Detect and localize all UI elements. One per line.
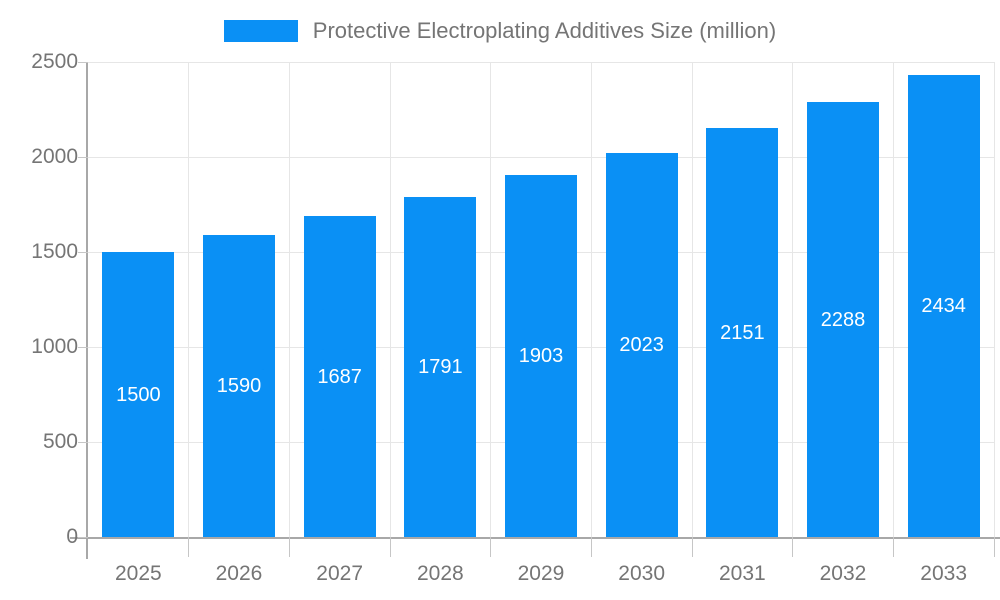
bar-value-label: 2434 [921, 294, 966, 317]
x-axis-label: 2029 [517, 562, 565, 585]
x-tick [590, 537, 592, 557]
bar-2027[interactable] [303, 216, 376, 537]
x-tick [792, 537, 794, 557]
x-tick [691, 537, 693, 557]
x-gridline [590, 62, 592, 537]
x-axis-label: 2025 [114, 562, 162, 585]
bar-2033[interactable] [907, 74, 980, 537]
chart-legend[interactable]: Protective Electroplating Additives Size… [0, 18, 1000, 44]
x-gridline [490, 62, 492, 537]
bar-value-label: 1590 [216, 374, 262, 397]
y-axis-label: 1500 [31, 240, 78, 263]
bar-value-label: 1687 [317, 365, 362, 388]
bar-value-label: 1791 [418, 355, 463, 378]
x-tick [188, 537, 190, 557]
x-gridline [792, 62, 794, 537]
y-axis-label: 500 [42, 430, 78, 453]
x-axis-label: 2026 [215, 562, 263, 585]
bar-2028[interactable] [404, 196, 477, 537]
y-tick [78, 441, 88, 443]
x-gridline [691, 62, 693, 537]
y-gridline [88, 61, 994, 63]
x-tick [288, 537, 290, 557]
y-axis-label: 2500 [31, 50, 78, 73]
x-axis-label: 2032 [819, 562, 867, 585]
y-axis-line [86, 62, 88, 559]
y-gridline [88, 156, 994, 158]
x-axis-label: 2027 [316, 562, 364, 585]
bar-2030[interactable] [605, 152, 678, 537]
x-gridline [892, 62, 894, 537]
bar-value-label: 2023 [619, 333, 664, 356]
y-tick [78, 536, 88, 538]
bar-value-label: 1500 [116, 383, 161, 406]
x-axis-label: 2030 [618, 562, 666, 585]
x-axis-label: 2033 [920, 562, 968, 585]
bar-2029[interactable] [505, 175, 577, 537]
legend-color-swatch [223, 20, 298, 42]
x-tick [490, 537, 492, 557]
bar-value-label: 2151 [720, 321, 765, 344]
y-tick [78, 251, 88, 253]
y-axis-label: 2000 [31, 145, 78, 168]
y-tick [78, 156, 88, 158]
bar-value-label: 1903 [518, 345, 564, 368]
x-tick [993, 537, 995, 557]
x-tick [892, 537, 894, 557]
y-tick [78, 346, 88, 348]
bar-2025[interactable] [102, 252, 175, 537]
x-gridline [389, 62, 391, 537]
legend-series-label: Protective Electroplating Additives Size… [312, 18, 777, 43]
x-gridline [288, 62, 290, 537]
x-axis-label: 2031 [718, 562, 766, 585]
x-tick [389, 537, 391, 557]
bar-2026[interactable] [203, 234, 275, 537]
plot-area: 0 500 1000 1500 2000 2500 1500 2025 1590 2026 1687… [31, 50, 1000, 585]
bar-2032[interactable] [807, 102, 879, 537]
bar-value-label: 2288 [820, 308, 866, 331]
x-axis-line [70, 537, 1000, 539]
x-axis-label: 2028 [416, 562, 464, 585]
y-tick [78, 61, 88, 63]
y-axis-label: 0 [66, 525, 78, 548]
y-axis-label: 1000 [31, 335, 78, 358]
bar-2031[interactable] [706, 128, 779, 537]
x-gridline [993, 62, 995, 537]
x-gridline [188, 62, 190, 537]
